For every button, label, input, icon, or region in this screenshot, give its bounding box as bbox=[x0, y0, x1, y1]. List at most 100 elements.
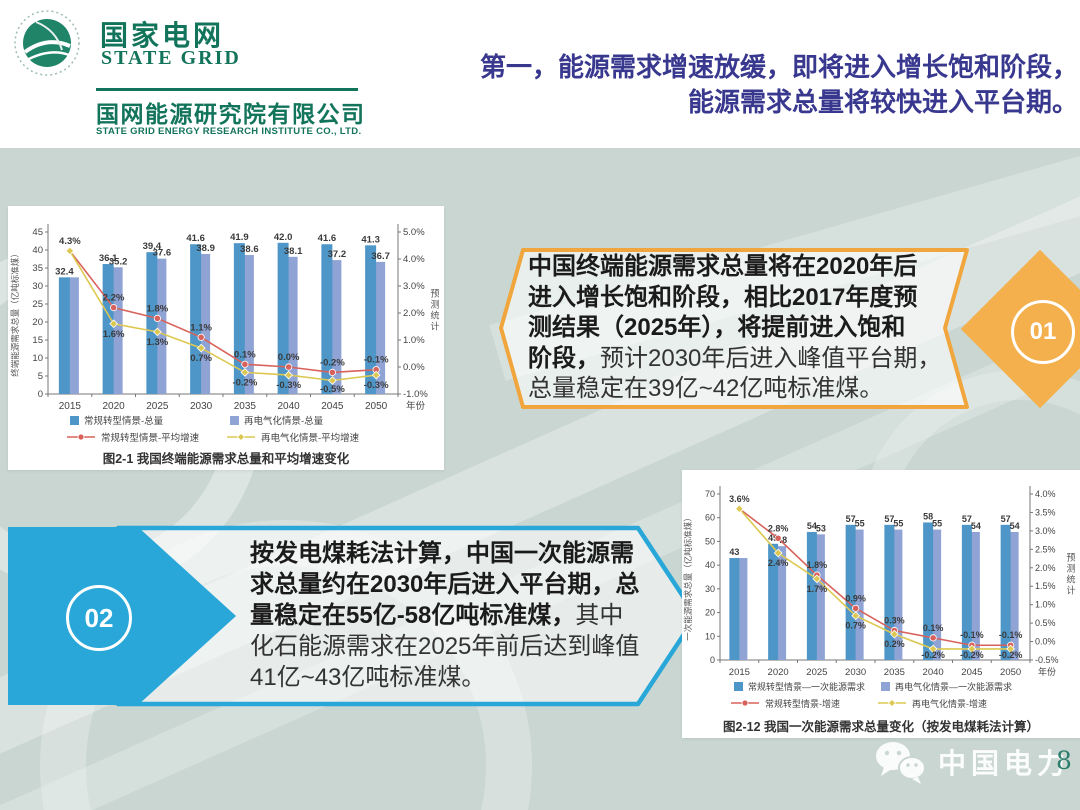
svg-text:终端能源需求总量（亿吨标准煤）: 终端能源需求总量（亿吨标准煤） bbox=[10, 249, 20, 377]
svg-text:41.6: 41.6 bbox=[186, 233, 205, 244]
header-bar: 国家电网 STATE GRID 国网能源研究院有限公司 STATE GRID E… bbox=[0, 0, 1080, 148]
svg-text:55: 55 bbox=[932, 519, 942, 529]
svg-text:年份: 年份 bbox=[406, 400, 426, 412]
svg-text:30: 30 bbox=[32, 281, 43, 292]
svg-text:37.2: 37.2 bbox=[328, 249, 347, 260]
wechat-icon bbox=[876, 742, 926, 784]
svg-text:54: 54 bbox=[807, 521, 817, 531]
svg-text:57: 57 bbox=[962, 514, 972, 524]
svg-text:常规转型情景-平均增速: 常规转型情景-平均增速 bbox=[101, 432, 200, 444]
svg-text:2015: 2015 bbox=[729, 667, 750, 678]
svg-text:0.3%: 0.3% bbox=[884, 615, 905, 625]
svg-text:0.9%: 0.9% bbox=[845, 593, 866, 603]
svg-text:再电气化情景-总量: 再电气化情景-总量 bbox=[244, 415, 324, 427]
svg-text:2045: 2045 bbox=[961, 667, 982, 678]
svg-text:再电气化情景-平均增速: 再电气化情景-平均增速 bbox=[261, 432, 360, 444]
svg-text:4.0%: 4.0% bbox=[1035, 489, 1056, 499]
callout-01-number-badge: 01 bbox=[1011, 300, 1075, 364]
svg-text:60: 60 bbox=[705, 513, 715, 523]
svg-text:0.0%: 0.0% bbox=[403, 362, 425, 373]
svg-text:1.7%: 1.7% bbox=[807, 584, 828, 594]
watermark-label: 中国电力 bbox=[938, 748, 1071, 779]
svg-text:43: 43 bbox=[729, 547, 739, 557]
svg-text:5.0%: 5.0% bbox=[403, 227, 425, 238]
svg-text:3.0%: 3.0% bbox=[1035, 526, 1056, 536]
svg-text:2035: 2035 bbox=[234, 401, 257, 412]
callout-01-normal-text: 预计2030年后进入峰值平台期， 总量稳定在39亿~42亿吨标准煤。 bbox=[528, 344, 942, 403]
svg-text:0.7%: 0.7% bbox=[845, 621, 866, 631]
svg-text:0: 0 bbox=[38, 389, 43, 400]
svg-text:2020: 2020 bbox=[768, 667, 789, 678]
page-number: 8 bbox=[1056, 746, 1072, 775]
svg-text:41.9: 41.9 bbox=[230, 232, 249, 243]
svg-text:45: 45 bbox=[32, 227, 43, 238]
slide-title-line2: 能源需求总量将较快进入平台期。 bbox=[687, 87, 1078, 117]
svg-text:2.0%: 2.0% bbox=[403, 308, 425, 319]
svg-text:-0.2%: -0.2% bbox=[232, 377, 257, 388]
svg-text:2035: 2035 bbox=[884, 667, 905, 678]
svg-text:再电气化情景—一次能源需求: 再电气化情景—一次能源需求 bbox=[895, 681, 1012, 692]
svg-text:2.0%: 2.0% bbox=[1035, 563, 1056, 573]
svg-text:54: 54 bbox=[1010, 521, 1020, 531]
svg-text:41.3: 41.3 bbox=[361, 234, 380, 245]
svg-text:2.5%: 2.5% bbox=[1035, 544, 1056, 554]
svg-text:57: 57 bbox=[884, 514, 894, 524]
slide-title-line1: 第一，能源需求增速放缓，即将进入增长饱和阶段， bbox=[479, 52, 1078, 82]
svg-text:42.0: 42.0 bbox=[274, 232, 293, 243]
svg-text:1.5%: 1.5% bbox=[1035, 581, 1056, 591]
svg-text:3.0%: 3.0% bbox=[403, 281, 425, 292]
svg-text:30: 30 bbox=[705, 584, 715, 594]
svg-text:常规转型情景-增速: 常规转型情景-增速 bbox=[765, 698, 840, 709]
svg-text:0.1%: 0.1% bbox=[923, 623, 944, 633]
svg-text:图2-12 我国一次能源需求总量变化（按发电煤耗法计算）: 图2-12 我国一次能源需求总量变化（按发电煤耗法计算） bbox=[723, 719, 1039, 734]
svg-text:0.0%: 0.0% bbox=[278, 352, 300, 363]
svg-text:55: 55 bbox=[893, 519, 903, 529]
svg-text:0.2%: 0.2% bbox=[884, 639, 905, 649]
svg-text:41.6: 41.6 bbox=[318, 233, 337, 244]
svg-text:36.1: 36.1 bbox=[99, 253, 118, 264]
svg-text:4.3%: 4.3% bbox=[59, 236, 81, 247]
svg-text:37.6: 37.6 bbox=[153, 248, 172, 259]
chart-panel-terminal-energy: 0 5 10 15 20 25 30 35 40 45 -1.0% 0.0% 1.0% 2.0% 3.0% 4… bbox=[8, 206, 444, 470]
svg-text:3.6%: 3.6% bbox=[729, 494, 750, 504]
svg-text:-0.5%: -0.5% bbox=[320, 384, 345, 395]
svg-text:0.0%: 0.0% bbox=[1035, 637, 1056, 647]
svg-text:54: 54 bbox=[971, 521, 981, 531]
svg-text:39.4: 39.4 bbox=[143, 241, 162, 252]
callout-01-bold-text: 中国终端能源需求总量将在2020年后 进入增长饱和阶段，相比2017年度预 测结… bbox=[528, 253, 918, 372]
svg-text:20: 20 bbox=[705, 608, 715, 618]
svg-text:48: 48 bbox=[777, 535, 787, 545]
svg-text:常规转型情景-总量: 常规转型情景-总量 bbox=[84, 415, 164, 427]
svg-text:-0.3%: -0.3% bbox=[276, 380, 301, 391]
svg-text:年份: 年份 bbox=[1038, 666, 1056, 677]
svg-text:10: 10 bbox=[32, 353, 43, 364]
svg-text:预测统计: 预测统计 bbox=[1066, 553, 1075, 596]
svg-text:预测统计: 预测统计 bbox=[430, 289, 439, 332]
svg-text:57: 57 bbox=[846, 514, 856, 524]
institute-name: 国网能源研究院有限公司 bbox=[96, 101, 366, 127]
svg-text:2040: 2040 bbox=[278, 401, 301, 412]
callout-01-banner bbox=[499, 248, 969, 409]
svg-text:25: 25 bbox=[32, 299, 43, 310]
callout-02-number: 02 bbox=[84, 602, 114, 633]
svg-text:-0.2%: -0.2% bbox=[999, 650, 1023, 660]
svg-text:1.8%: 1.8% bbox=[807, 560, 828, 570]
svg-text:再电气化情景-增速: 再电气化情景-增速 bbox=[912, 698, 987, 709]
svg-text:0: 0 bbox=[710, 655, 715, 665]
svg-text:2030: 2030 bbox=[845, 667, 866, 678]
svg-text:32.4: 32.4 bbox=[55, 266, 74, 277]
svg-text:-0.1%: -0.1% bbox=[364, 355, 389, 366]
svg-text:图2-1 我国终端能源需求总量和平均增速变化: 图2-1 我国终端能源需求总量和平均增速变化 bbox=[103, 451, 350, 466]
logo-en-text: STATE GRID bbox=[101, 47, 241, 69]
svg-text:38.6: 38.6 bbox=[240, 244, 259, 255]
svg-text:40: 40 bbox=[705, 560, 715, 570]
callout-02-number-badge: 02 bbox=[66, 585, 132, 651]
svg-text:-0.2%: -0.2% bbox=[921, 650, 945, 660]
svg-text:4.0%: 4.0% bbox=[403, 254, 425, 265]
callout-01-number: 01 bbox=[1029, 318, 1057, 345]
svg-text:1.0%: 1.0% bbox=[403, 335, 425, 346]
svg-text:35: 35 bbox=[32, 263, 43, 274]
svg-text:2025: 2025 bbox=[806, 667, 827, 678]
terminal-energy-demand-chart: 051015202530354045-1.0%0.0%1.0%2.0%3.0%4… bbox=[10, 224, 440, 466]
